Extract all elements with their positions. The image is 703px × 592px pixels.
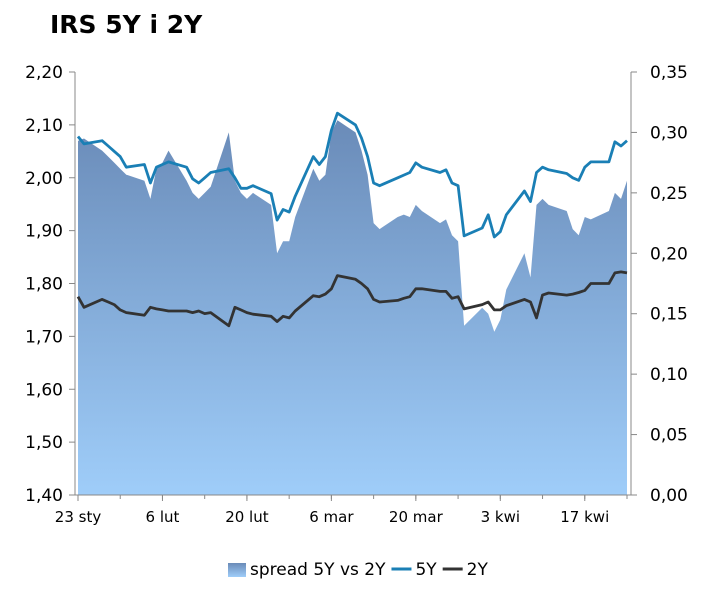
legend-swatch-spread [228,563,246,577]
y-right-tick-label: 0,20 [650,244,688,264]
legend-label: spread 5Y vs 2Y [250,560,386,580]
y-left-tick-label: 1,50 [25,433,63,453]
x-tick-label: 6 lut [146,508,180,526]
chart-title: IRS 5Y i 2Y [50,10,203,39]
plot-area [76,111,628,496]
x-tick-label: 6 mar [309,508,354,526]
legend-label: 5Y [415,560,437,580]
y-left-tick-label: 2,20 [25,63,63,83]
y-right-tick-label: 0,15 [650,305,688,325]
y-left-tick-label: 2,00 [25,169,63,189]
x-tick-label: 3 kwi [481,508,520,526]
y-left-tick-label: 1,70 [25,327,63,347]
y-left-tick-label: 1,40 [25,486,63,506]
series-line-2y [76,270,628,328]
y-right-tick-label: 0,25 [650,184,688,204]
series-line-5y [76,111,628,239]
legend-label: 2Y [467,560,489,580]
y-left-tick-label: 1,60 [25,380,63,400]
y-right-tick-label: 0,35 [650,63,688,83]
x-tick-label: 23 sty [55,508,102,526]
y-right-tick-label: 0,05 [650,426,688,446]
x-tick-label: 20 lut [225,508,269,526]
y-right-tick-label: 0,30 [650,123,688,143]
y-left-tick-label: 2,10 [25,116,63,136]
y-right-tick-label: 0,00 [650,486,688,506]
y-left-tick-label: 1,90 [25,222,63,242]
x-tick-label: 20 mar [389,508,444,526]
x-tick-label: 17 kwi [560,508,609,526]
y-right-tick-label: 0,10 [650,365,688,385]
legend: spread 5Y vs 2Y 5Y 2Y [228,560,488,580]
series-area-spread [78,120,627,496]
axes: 1,40 1,50 1,60 1,70 1,80 1,90 2,00 2,10 2,20 0,00… [25,63,688,526]
y-left-tick-label: 1,80 [25,275,63,295]
